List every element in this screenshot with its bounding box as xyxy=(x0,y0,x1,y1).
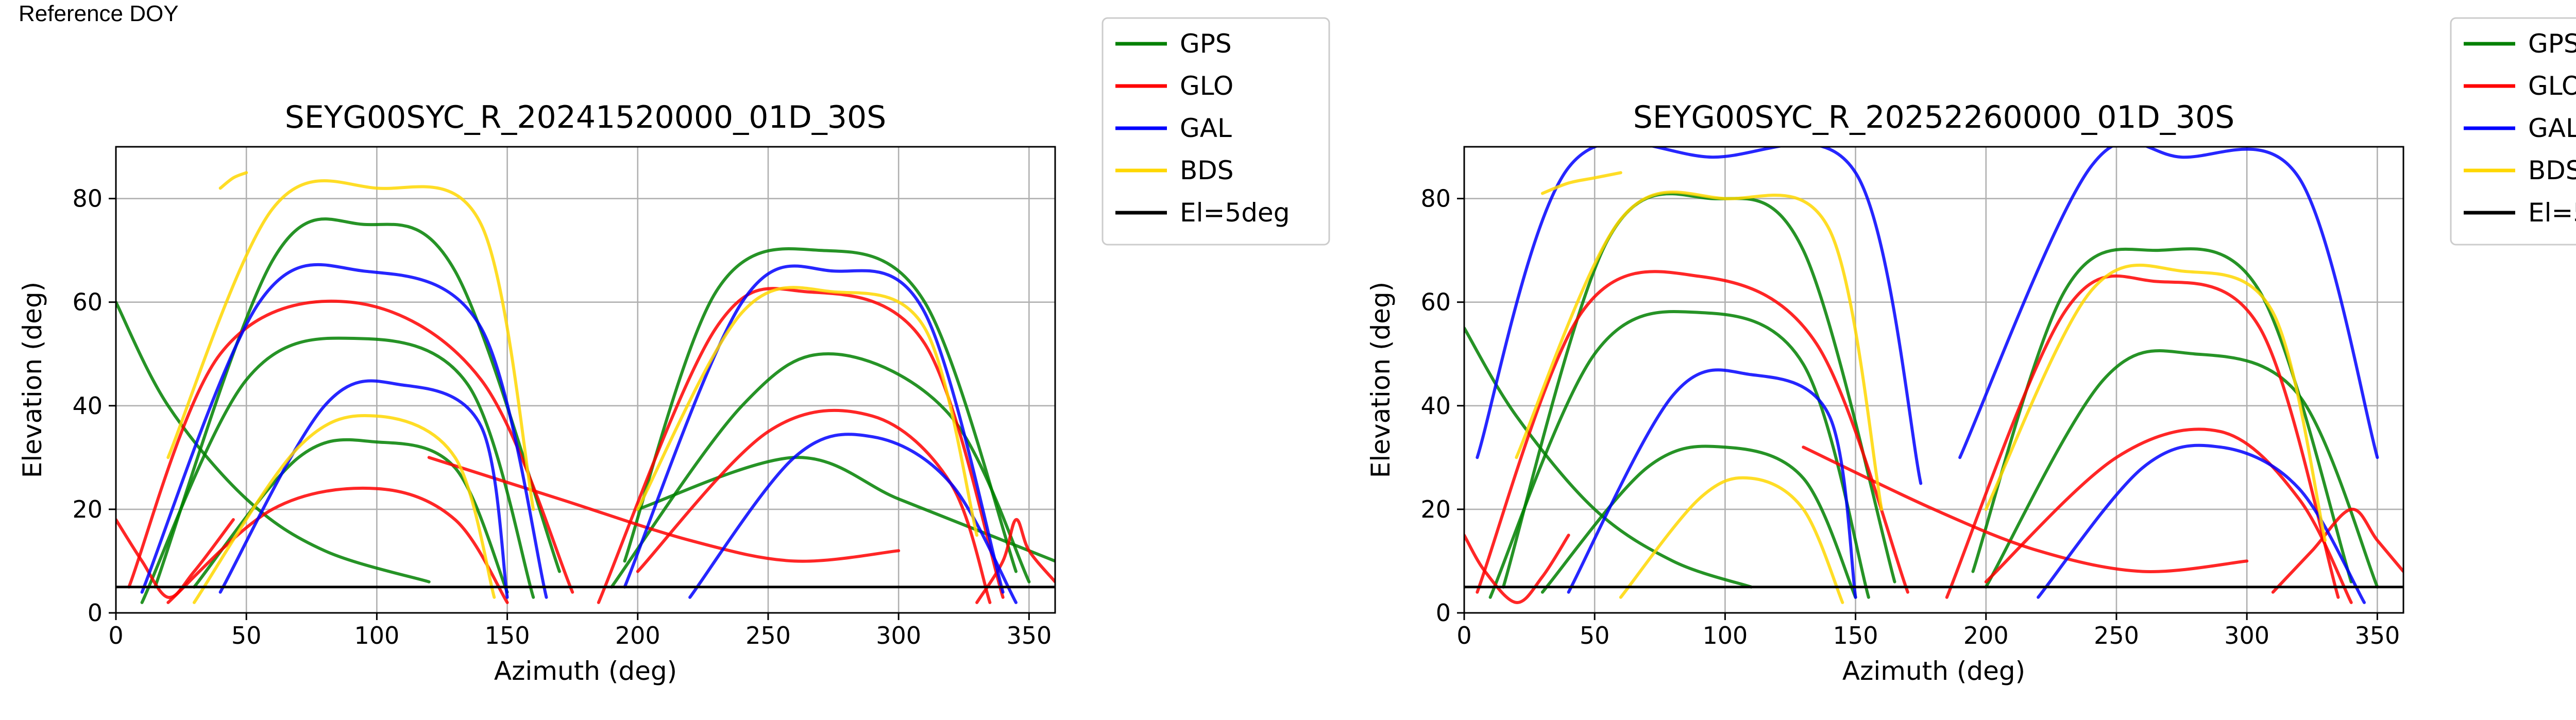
arc-gps xyxy=(1540,444,1857,599)
arc-gal xyxy=(2037,443,2366,604)
arc-gal xyxy=(218,379,509,599)
arc-bds xyxy=(1540,171,1622,195)
legend-box xyxy=(2450,17,2576,246)
legend-label: BDS xyxy=(2528,156,2576,185)
arc-bds xyxy=(218,171,248,190)
x-tick-label: 250 xyxy=(745,622,791,649)
x-tick-label: 50 xyxy=(231,622,262,649)
x-axis-label: Azimuth (deg) xyxy=(494,656,677,686)
arc-glo xyxy=(116,518,235,599)
arc-gal xyxy=(1567,368,1857,599)
y-axis-label: Elevation (deg) xyxy=(18,282,47,478)
y-tick-label: 60 xyxy=(1420,288,1451,316)
y-tick-label: 20 xyxy=(72,495,103,523)
arc-glo xyxy=(1945,274,2340,599)
legend-label: GLO xyxy=(1180,71,1233,101)
arc-glo xyxy=(1984,427,2353,604)
arc-gps xyxy=(116,300,431,584)
x-tick-label: 350 xyxy=(2354,622,2400,649)
data-layer xyxy=(116,171,1055,604)
x-tick-label: 150 xyxy=(485,622,530,649)
arc-glo xyxy=(1464,534,1570,604)
x-tick-label: 0 xyxy=(108,622,123,649)
arc-gal xyxy=(688,433,1018,604)
y-tick-label: 60 xyxy=(72,288,103,316)
chart-title: SEYG00SYC_R_20241520000_01D_30S xyxy=(285,99,886,135)
arc-bds xyxy=(166,179,535,511)
chart-panel-2: 0 50 100 150 200 250 300 350 0 20 40 60 80 Azimuth (d… xyxy=(1366,17,2576,686)
chart-title: SEYG00SYC_R_20252260000_01D_30S xyxy=(1633,99,2234,135)
arc-glo xyxy=(636,408,992,604)
arc-glo xyxy=(427,456,901,563)
arc-glo xyxy=(975,518,1055,604)
legend-label: GAL xyxy=(1180,113,1232,143)
y-tick-label: 80 xyxy=(1420,185,1451,213)
arc-bds xyxy=(1984,263,2327,542)
arc-glo xyxy=(2271,507,2403,594)
y-tick-label: 0 xyxy=(88,599,103,627)
plot-frame xyxy=(1463,146,2404,614)
arc-bds xyxy=(1515,191,1884,511)
y-tick-label: 80 xyxy=(72,185,103,213)
legend-label: El=5deg xyxy=(2528,198,2576,228)
x-tick-label: 0 xyxy=(1456,622,1471,649)
arc-glo xyxy=(127,299,574,594)
arc-glo xyxy=(1802,445,2249,573)
y-tick-label: 20 xyxy=(1420,495,1451,523)
x-tick-label: 100 xyxy=(1702,622,1748,649)
arc-gal xyxy=(1958,147,2379,459)
x-tick-label: 300 xyxy=(876,622,921,649)
x-tick-label: 350 xyxy=(1006,622,1052,649)
arc-bds xyxy=(1619,476,1844,604)
x-tick-label: 250 xyxy=(2094,622,2139,649)
legend-box xyxy=(1101,17,1330,246)
arc-gps xyxy=(610,352,1031,589)
y-tick-label: 40 xyxy=(72,392,103,420)
y-tick-label: 0 xyxy=(1436,599,1451,627)
arc-gal xyxy=(140,263,548,599)
x-tick-label: 300 xyxy=(2224,622,2269,649)
legend-label: GPS xyxy=(2528,29,2576,59)
arc-gal xyxy=(623,264,1005,594)
y-axis-label: Elevation (deg) xyxy=(1366,282,1396,478)
legend-label: BDS xyxy=(1180,156,1234,185)
arc-gps xyxy=(1984,349,2379,589)
arc-bds xyxy=(636,286,979,537)
x-tick-label: 200 xyxy=(1963,622,2009,649)
arc-glo xyxy=(1476,270,1909,594)
arc-bds xyxy=(192,414,496,604)
chart-panel-1: 0 50 100 150 200 250 300 350 0 20 40 60 80 Azimuth (d… xyxy=(18,17,1330,686)
legend-label: GLO xyxy=(2528,71,2576,101)
arc-glo xyxy=(597,287,1005,604)
reference-doy-label: Reference DOY xyxy=(19,1,179,26)
arc-gal xyxy=(1476,147,1923,485)
y-tick-label: 40 xyxy=(1420,392,1451,420)
plot-frame xyxy=(115,146,1056,614)
x-tick-label: 150 xyxy=(1833,622,1878,649)
legend-label: GPS xyxy=(1180,29,1232,59)
x-tick-label: 200 xyxy=(615,622,660,649)
plot-area xyxy=(1464,147,2403,613)
x-tick-label: 50 xyxy=(1580,622,1610,649)
legend-label: El=5deg xyxy=(1180,198,1290,228)
x-tick-label: 100 xyxy=(354,622,399,649)
legend-label: GAL xyxy=(2528,113,2576,143)
x-axis-label: Azimuth (deg) xyxy=(1842,656,2025,686)
arc-gps xyxy=(623,247,1018,573)
arc-gps xyxy=(1488,310,1870,599)
arc-glo xyxy=(166,486,509,604)
arc-gps xyxy=(140,336,535,604)
plot-area xyxy=(116,147,1055,613)
data-layer xyxy=(1464,147,2403,604)
